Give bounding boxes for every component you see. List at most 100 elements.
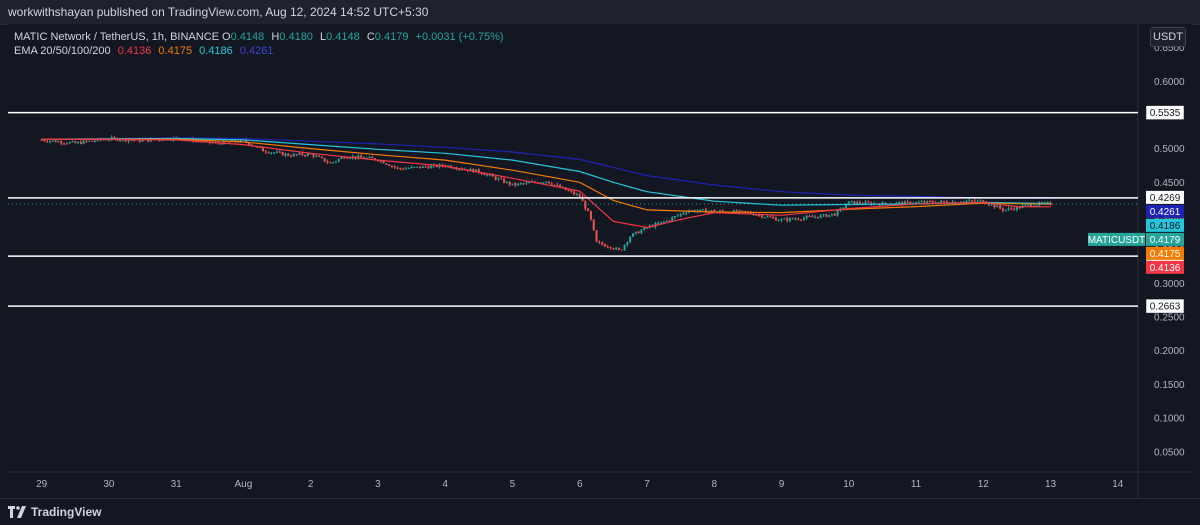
candle-body [418,166,421,169]
candle-body [295,154,298,156]
price-chart[interactable]: 0.65000.60000.55000.50000.45000.40000.35… [8,24,1192,498]
close-label: C [366,31,375,43]
candle-body [396,167,399,169]
candle-body [660,221,663,224]
candle-body [360,155,363,158]
candle-body [702,209,705,211]
x-tick-label: 10 [843,479,855,490]
candle-body [119,140,122,142]
candle-body [671,217,674,221]
price-badge [1146,246,1184,260]
candle-body [416,166,419,168]
candle-body [744,211,747,213]
x-tick-label: 14 [1112,479,1124,490]
candle-body [469,168,472,171]
candle-body [539,182,542,184]
x-tick-label: 7 [644,479,650,490]
x-tick-label: 30 [103,479,115,490]
candle-body [301,153,304,156]
candle-body [517,183,520,186]
price-badge [1146,260,1184,274]
candle-body [766,216,769,218]
change-value: +0.0031 (+0.75%) [415,31,504,43]
candle-body [623,244,626,250]
candle-body [1018,206,1021,209]
candle-body [262,147,265,152]
candle-body [570,190,573,192]
candle-body [74,141,77,144]
candle-body [318,155,321,157]
candle-body [82,140,85,144]
candle-body [786,218,789,221]
ema100-value: 0.4186 [199,45,233,57]
candle-body [772,217,775,219]
candle-body [472,168,475,173]
candle-body [615,247,618,250]
candle-body [85,140,88,142]
candle-body [290,155,293,157]
candle-body [760,215,763,218]
candle-body [553,184,556,186]
candle-body [63,143,66,145]
candle-body [1010,208,1013,210]
candle-body [895,202,898,205]
candle-body [755,214,758,216]
candle-body [385,163,388,165]
candle-body [836,210,839,216]
candle-body [704,209,707,213]
candle-body [805,216,808,218]
candle-body [410,166,413,169]
candle-body [40,139,43,141]
candle-body [511,183,514,185]
candle-body [937,202,940,204]
candle-body [273,152,276,154]
x-tick-label: 11 [911,479,922,490]
candle-body [589,211,592,220]
candle-body [228,141,231,143]
candle-body [71,141,74,143]
candle-body [800,219,803,221]
symbol-title[interactable]: MATIC Network / TetherUS, 1h, BINANCE [14,31,219,43]
candle-body [906,201,909,203]
candle-body [847,201,850,206]
candle-body [424,166,427,168]
candle-body [320,156,323,158]
candle-body [587,208,590,212]
candle-body [413,166,416,168]
tradingview-logo[interactable]: TradingView [8,505,101,519]
x-tick-label: 5 [510,479,516,490]
candle-body [348,157,351,159]
candle-body [542,182,545,184]
y-tick-label: 0.2000 [1154,346,1185,357]
candle-body [578,194,581,197]
candle-body [208,140,211,143]
candle-body [643,227,646,231]
candle-body [682,213,685,215]
candle-body [931,201,934,203]
price-badge-label: 0.4179 [1150,235,1181,246]
candle-body [312,153,315,157]
candle-body [710,210,713,212]
candle-body [606,246,609,248]
candle-body [287,153,290,156]
candle-body [57,141,60,143]
footer-bar: TradingView [0,498,1200,525]
price-badge-label: 0.4136 [1150,263,1181,274]
candle-body [256,146,259,148]
candle-body [141,140,144,142]
candle-body [362,157,365,159]
candle-body [850,201,853,203]
candle-body [222,140,225,145]
candle-body [556,184,559,186]
ema-row: EMA 20/50/100/200 0.4136 0.4175 0.4186 0… [14,44,508,58]
candle-body [46,141,49,143]
candle-body [547,181,550,184]
candle-body [337,158,340,162]
chart-area[interactable]: 0.65000.60000.55000.50000.45000.40000.35… [8,24,1192,498]
candle-body [281,151,284,156]
ema-label[interactable]: EMA 20/50/100/200 [14,45,111,57]
currency-button[interactable]: USDT [1150,27,1186,47]
candle-body [884,202,887,204]
candle-body [811,216,814,218]
candle-body [926,200,929,203]
